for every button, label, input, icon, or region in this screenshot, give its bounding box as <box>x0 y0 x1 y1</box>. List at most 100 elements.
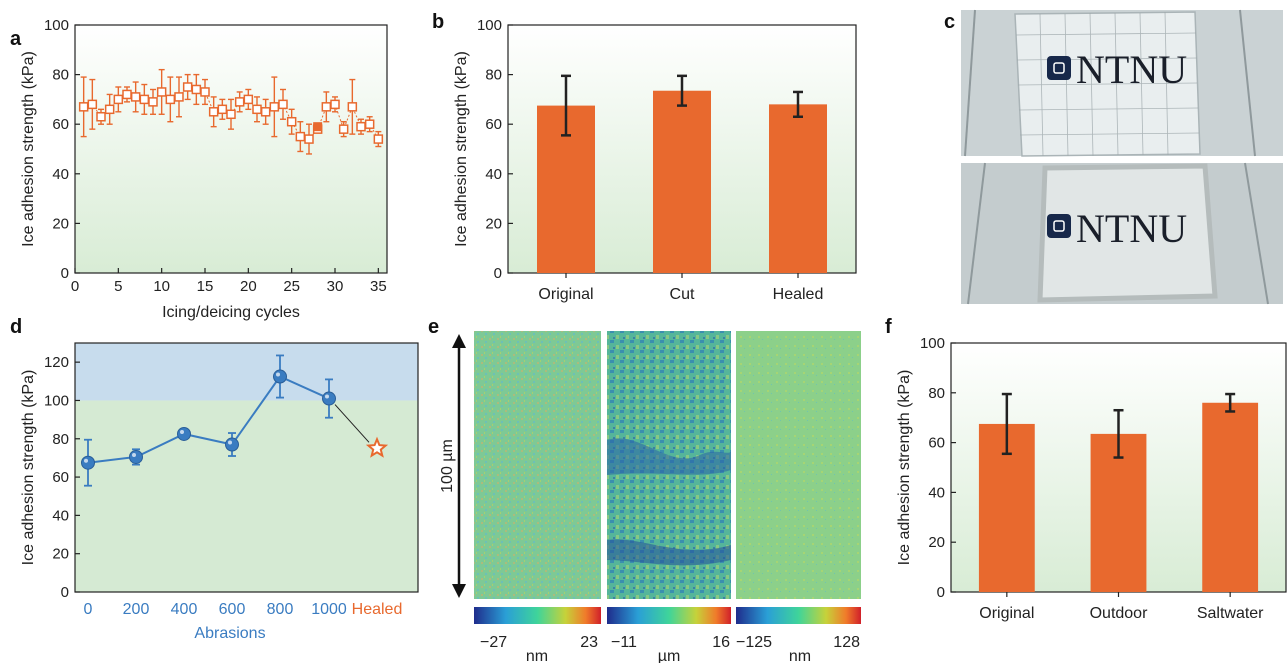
y-tick-label: 20 <box>52 546 69 563</box>
data-point <box>177 426 191 441</box>
ntnu-logo-icon <box>1047 56 1071 80</box>
x-tick-label: Healed <box>773 286 824 303</box>
x-tick-label: 25 <box>283 278 300 295</box>
panel-label-c: c <box>944 11 955 33</box>
bar <box>769 104 827 273</box>
data-point <box>78 102 89 112</box>
data-point <box>269 102 280 112</box>
bar <box>653 90 711 273</box>
data-point <box>174 92 184 102</box>
y-tick-label: 100 <box>920 335 945 352</box>
data-point <box>148 97 158 107</box>
plot-background <box>75 25 387 273</box>
data-point <box>330 99 340 110</box>
colorbar-1-min: −27 <box>480 634 507 651</box>
data-point-highlight <box>276 372 280 377</box>
panel-c-photos: NTNU NTNU <box>961 9 1283 305</box>
colorbar-2-unit: µm <box>658 648 681 663</box>
y-axis-label: Ice adhesion strength (kPa) <box>20 51 37 247</box>
data-point <box>321 102 332 112</box>
y-axis-label: Ice adhesion strength (kPa) <box>453 51 470 247</box>
data-point <box>81 455 95 470</box>
y-tick-label: 40 <box>928 484 945 501</box>
data-point <box>234 97 245 107</box>
data-point <box>243 94 254 105</box>
chart-d-abrasions: 0 20 40 60 80 100 120 Ice adhesion strength (kP… <box>20 342 419 642</box>
data-point-highlight <box>180 429 184 434</box>
y-tick-label: 80 <box>928 385 945 402</box>
panel-label-d: d <box>10 316 22 338</box>
data-point <box>130 92 141 102</box>
healed-connector <box>334 404 370 443</box>
x-tick-label: 15 <box>197 278 214 295</box>
y-tick-label: 100 <box>44 392 69 409</box>
y-tick-label: 40 <box>52 507 69 524</box>
colorbar-3-unit: nm <box>789 648 811 663</box>
panel-label-f: f <box>885 316 892 338</box>
chart-f-durability: 0 20 40 60 80 100 Ice adhesion strength (kPa) O… <box>896 335 1287 622</box>
data-point <box>96 112 106 122</box>
chart-b-original-cut-healed: 0 20 40 60 80 100 Ice adhesion strength (kPa) O… <box>453 17 857 303</box>
y-tick-label: 60 <box>928 435 945 452</box>
chart-a-icing-cycles: 0 20 40 60 80 100 Ice adhesion strength (kPa) 0… <box>20 17 388 321</box>
y-tick-label: 100 <box>44 17 69 34</box>
x-tick-label: Outdoor <box>1090 605 1148 622</box>
x-tick-label: 20 <box>240 278 257 295</box>
ntnu-logo-icon-2 <box>1047 214 1071 238</box>
x-tick-label: 35 <box>370 278 387 295</box>
data-point <box>347 102 358 112</box>
y-tick-label: 40 <box>485 166 502 183</box>
colorbar-2-min: −11 <box>611 634 637 651</box>
afm-map-3 <box>736 331 861 599</box>
x-tick-label: 1000 <box>311 601 347 618</box>
colorbar-1 <box>474 607 601 624</box>
data-point-highlight <box>84 458 88 463</box>
y-tick-label: 100 <box>477 17 502 34</box>
data-point <box>139 94 150 105</box>
data-point-highlight <box>228 440 232 445</box>
x-axis-label: Icing/deicing cycles <box>162 304 300 321</box>
data-point <box>364 119 375 129</box>
y-tick-label: 60 <box>52 469 69 486</box>
panel-e-afm-maps: 100 µm −27 23 nm −11 16 µm −125 128 nm <box>439 331 861 663</box>
afm-map-1 <box>474 331 601 599</box>
x-tick-label: Cut <box>670 286 695 303</box>
colorbar-2-max: 16 <box>712 634 730 651</box>
x-tick-label: 600 <box>219 601 246 618</box>
data-point <box>122 89 132 100</box>
y-tick-label: 0 <box>61 584 69 601</box>
data-point <box>226 109 236 120</box>
y-axis-label: Ice adhesion strength (kPa) <box>20 370 37 566</box>
data-point <box>286 116 297 127</box>
y-tick-label: 60 <box>52 116 69 133</box>
y-tick-label: 0 <box>61 265 69 282</box>
data-point <box>260 107 271 117</box>
data-point <box>322 391 336 406</box>
y-tick-label: 40 <box>52 166 69 183</box>
x-tick-label: 400 <box>171 601 198 618</box>
y-tick-label: 80 <box>485 67 502 84</box>
colorbar-3-min: −125 <box>736 634 772 651</box>
y-tick-label: 120 <box>44 354 69 371</box>
x-tick-label: Original <box>538 286 593 303</box>
photo-text-top: NTNU <box>1076 47 1187 92</box>
y-tick-label: 80 <box>52 431 69 448</box>
x-tick-label: 0 <box>84 601 93 618</box>
x-tick-label: Healed <box>352 601 403 618</box>
photo-healed-sample: NTNU <box>961 162 1283 305</box>
photo-text-bottom: NTNU <box>1076 206 1187 251</box>
x-tick-label: 800 <box>267 601 294 618</box>
panel-label-e: e <box>428 316 439 338</box>
series-line <box>87 375 330 464</box>
colorbar-1-max: 23 <box>580 634 598 651</box>
x-tick-label: Saltwater <box>1197 605 1264 622</box>
data-point <box>113 94 124 105</box>
x-tick-label: 30 <box>327 278 344 295</box>
y-tick-label: 20 <box>928 534 945 551</box>
data-point <box>338 124 349 134</box>
data-point <box>200 87 210 97</box>
data-point <box>217 104 228 115</box>
panel-label-a: a <box>10 28 22 50</box>
x-tick-label: 5 <box>114 278 122 295</box>
